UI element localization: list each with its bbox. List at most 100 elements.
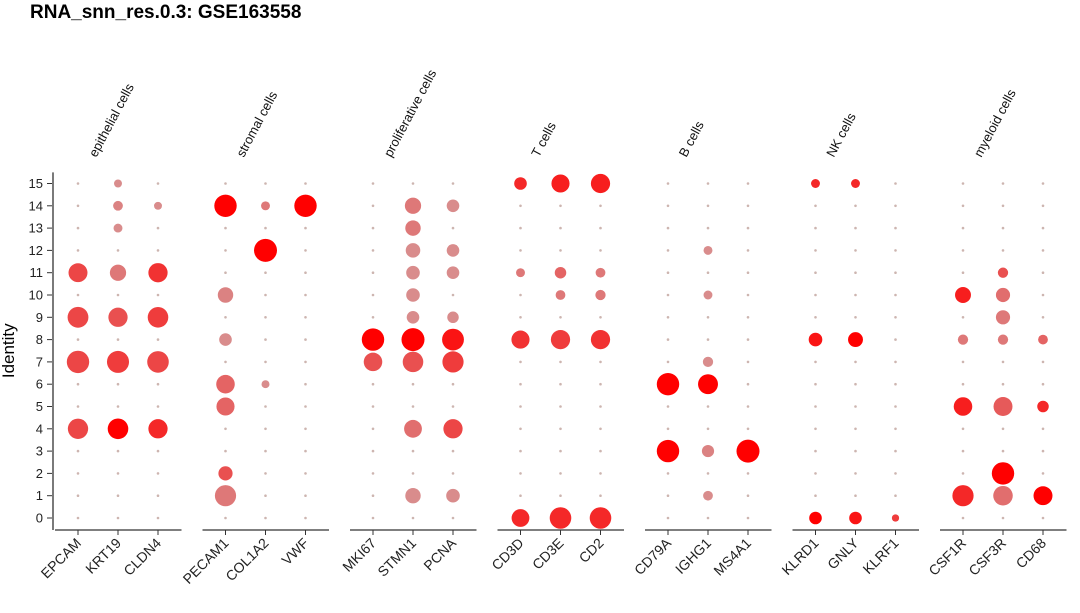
dot (219, 333, 232, 346)
dot-empty (304, 449, 307, 453)
dot-empty (451, 472, 455, 475)
dot (656, 439, 680, 463)
dot-empty (76, 226, 80, 230)
dot (702, 356, 714, 368)
y-tick-label: 8 (36, 332, 43, 347)
dot-empty (264, 182, 267, 185)
dot (957, 334, 969, 345)
dot-empty (666, 293, 670, 297)
dot-empty (599, 316, 602, 319)
dot (67, 418, 89, 439)
dot-empty (666, 226, 670, 230)
dot (995, 287, 1011, 303)
dot (148, 419, 168, 439)
dot (113, 223, 123, 233)
x-tick-label: CLDN4 (120, 535, 164, 579)
dot-empty (451, 182, 455, 185)
dot-empty (814, 360, 817, 364)
dot-empty (1001, 427, 1005, 431)
dot-empty (666, 360, 670, 364)
dot-empty (1041, 226, 1045, 230)
x-tick-label: KLRF1 (859, 535, 901, 577)
dot-empty (156, 405, 160, 408)
dot (1038, 334, 1048, 345)
dot-empty (814, 427, 817, 431)
dot-empty (961, 360, 965, 364)
dot (405, 220, 421, 236)
dot-empty (599, 360, 602, 364)
dot (107, 418, 129, 440)
dot-empty (76, 382, 80, 386)
dot (554, 266, 567, 279)
dot-empty (746, 293, 750, 297)
dot-empty (746, 226, 750, 230)
dot (851, 179, 860, 188)
dot-empty (304, 293, 307, 297)
dot-empty (76, 249, 80, 252)
dot-empty (894, 293, 897, 297)
dot (66, 350, 90, 374)
dot-empty (1041, 360, 1045, 364)
dot-empty (264, 472, 267, 475)
x-tick-label: CD2 (575, 535, 606, 566)
group-label: NK cells (823, 110, 859, 160)
dot-empty (224, 271, 227, 275)
dot-empty (411, 182, 415, 185)
dot-empty (1001, 382, 1005, 386)
dot-empty (814, 494, 817, 498)
dot (995, 310, 1011, 325)
dot-empty (304, 338, 307, 341)
dot (442, 351, 464, 373)
y-tick-label: 9 (36, 310, 43, 325)
dot-empty (1041, 249, 1045, 252)
dot (261, 380, 270, 389)
dot-empty (599, 449, 602, 453)
y-tick-label: 1 (36, 488, 43, 503)
dot-empty (894, 249, 897, 252)
y-tick-label: 13 (29, 221, 43, 236)
dot-empty (116, 494, 120, 498)
dot-empty (814, 405, 817, 408)
dot (113, 200, 123, 211)
dot-empty (519, 204, 522, 208)
dot-empty (264, 449, 267, 453)
y-tick-label: 6 (36, 377, 43, 392)
dot-empty (854, 360, 857, 364)
dot-empty (264, 405, 267, 408)
dot-empty (961, 204, 965, 208)
dot-empty (894, 382, 897, 386)
dot-empty (746, 338, 750, 341)
dot-empty (961, 516, 965, 520)
y-tick-label: 12 (29, 243, 43, 258)
dot-empty (519, 249, 522, 252)
dot-empty (76, 472, 80, 475)
dot (514, 177, 527, 190)
dot-empty (746, 316, 750, 319)
dot-empty (371, 293, 375, 297)
dot (952, 485, 974, 507)
dot-empty (559, 382, 562, 386)
dot-empty (559, 427, 562, 431)
y-tick-label: 5 (36, 399, 43, 414)
dot (656, 372, 680, 396)
y-tick-label: 7 (36, 354, 43, 369)
dot-empty (264, 494, 267, 498)
dot-empty (76, 293, 80, 297)
dot-empty (746, 427, 750, 431)
dot-empty (961, 182, 965, 185)
dot-empty (371, 382, 375, 386)
dot-empty (116, 516, 120, 520)
dot-empty (746, 472, 750, 475)
dot-empty (519, 449, 522, 453)
dot (811, 179, 820, 188)
dot-empty (599, 405, 602, 408)
dot-empty (264, 226, 267, 230)
dot-empty (666, 494, 670, 498)
dot (550, 329, 571, 350)
dot-empty (894, 338, 897, 341)
dot-empty (894, 472, 897, 475)
dot-empty (854, 382, 857, 386)
dot-empty (746, 204, 750, 208)
dot-empty (224, 316, 227, 319)
dot-empty (519, 293, 522, 297)
